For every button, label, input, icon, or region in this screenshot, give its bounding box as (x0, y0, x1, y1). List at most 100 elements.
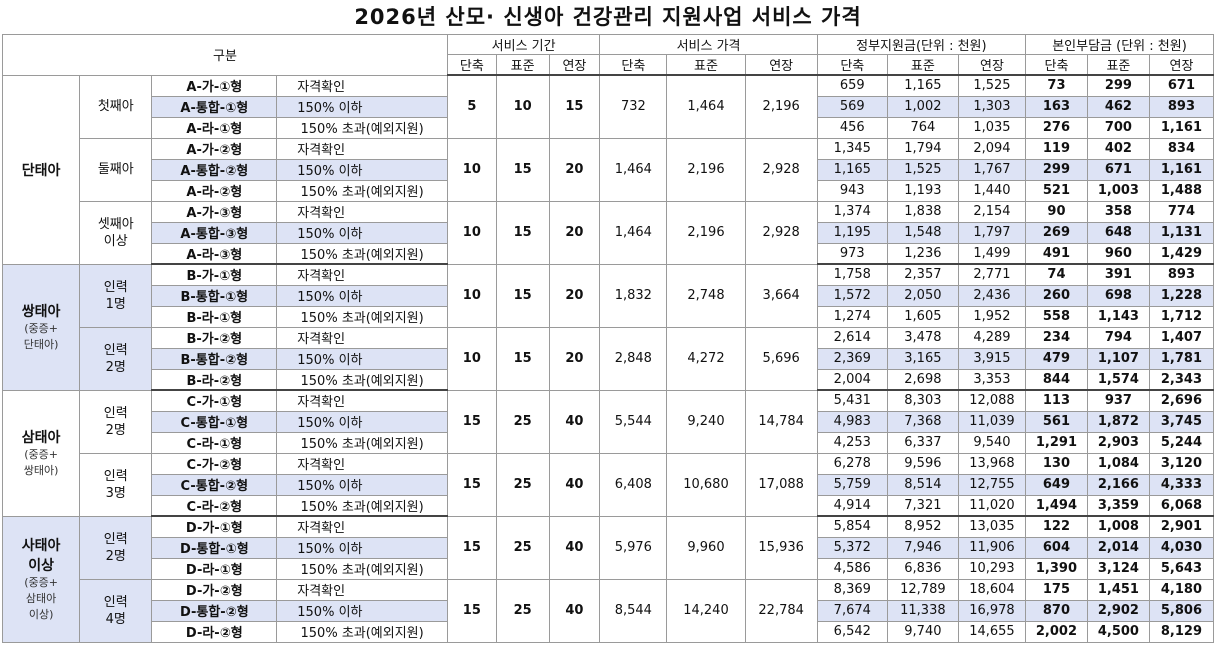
self-extended: 3,745 (1148, 410, 1215, 433)
period-short: 10 (446, 137, 497, 202)
block-label: 인력 2명 (79, 326, 153, 391)
criteria: 150% 이하 (276, 347, 448, 370)
price-standard: 4,272 (666, 326, 746, 391)
gov-short: 6,542 (816, 620, 888, 643)
gov-extended: 1,797 (957, 221, 1026, 244)
self-short: 74 (1024, 263, 1088, 286)
self-extended: 3,120 (1148, 452, 1215, 475)
self-extended: 4,030 (1148, 536, 1215, 559)
subheader-gov-standard: 표준 (886, 54, 959, 76)
gov-extended: 13,968 (957, 452, 1026, 475)
price-short: 6,408 (599, 452, 668, 517)
criteria: 150% 이하 (276, 95, 448, 118)
gov-extended: 12,088 (957, 389, 1026, 412)
group-subname: (중증+ 삼태아 이상) (24, 576, 58, 621)
self-short: 844 (1024, 368, 1088, 391)
self-standard: 698 (1086, 284, 1150, 307)
criteria: 자격확인 (276, 263, 448, 286)
subheader-self-short: 단축 (1024, 54, 1088, 76)
gov-extended: 1,525 (957, 74, 1026, 97)
self-extended: 1,407 (1148, 326, 1215, 349)
period-standard: 25 (495, 515, 550, 580)
gov-short: 6,278 (816, 452, 888, 475)
table-row: C-통합-②형 150% 이하 5,759 8,514 12,755 649 2,166 4,… (3, 473, 1215, 496)
self-extended: 1,429 (1148, 242, 1215, 265)
period-short: 10 (446, 263, 497, 328)
criteria: 150% 이하 (276, 158, 448, 181)
self-standard: 671 (1086, 158, 1150, 181)
block-label: 인력 1명 (79, 263, 153, 328)
gov-standard: 8,952 (886, 515, 959, 538)
table-row: 셋째아 이상 A-가-③형 자격확인 10 15 20 1,464 2,196 2,928 1,3… (3, 200, 1215, 265)
period-short: 5 (446, 74, 497, 139)
price-short: 1,464 (599, 200, 668, 265)
gov-standard: 12,789 (886, 578, 959, 601)
criteria: 150% 초과(예외지원) (276, 116, 448, 139)
gov-extended: 16,978 (957, 599, 1026, 622)
type-code: B-통합-①형 (151, 284, 278, 307)
price-short: 2,848 (599, 326, 668, 391)
gov-standard: 1,548 (886, 221, 959, 244)
self-short: 130 (1024, 452, 1088, 475)
gov-standard: 1,002 (886, 95, 959, 118)
period-short: 15 (446, 515, 497, 580)
gov-extended: 9,540 (957, 431, 1026, 454)
period-standard: 10 (495, 74, 550, 139)
self-short: 649 (1024, 473, 1088, 496)
self-short: 269 (1024, 221, 1088, 244)
self-extended: 1,131 (1148, 221, 1215, 244)
criteria: 자격확인 (276, 200, 448, 223)
gov-short: 1,274 (816, 305, 888, 328)
type-code: C-라-②형 (151, 494, 278, 517)
self-standard: 299 (1086, 74, 1150, 97)
table-row: 단태아 첫째아 A-가-①형 자격확인 5 10 15 732 1,464 2,196 659 1,1… (1, 74, 1215, 265)
gov-standard: 1,165 (886, 74, 959, 97)
gov-standard: 3,478 (886, 326, 959, 349)
gov-extended: 11,020 (957, 494, 1026, 517)
criteria: 자격확인 (276, 515, 448, 538)
type-code: D-라-①형 (151, 557, 278, 580)
gov-standard: 1,838 (886, 200, 959, 223)
gov-short: 659 (816, 74, 888, 97)
price-standard: 2,196 (666, 137, 746, 202)
gov-extended: 2,094 (957, 137, 1026, 160)
price-table: 구분 서비스 기간 서비스 가격 정부지원금(단위 : 천원) 본인부담금 (단… (1, 34, 1215, 643)
price-extended: 14,784 (744, 389, 818, 454)
block-label: 인력 2명 (79, 515, 153, 580)
type-code: A-가-①형 (151, 74, 278, 97)
self-extended: 671 (1148, 74, 1215, 97)
gov-standard: 1,605 (886, 305, 959, 328)
self-standard: 937 (1086, 389, 1150, 412)
criteria: 150% 초과(예외지원) (276, 557, 448, 580)
self-extended: 2,696 (1148, 389, 1215, 412)
table-row: D-라-②형 150% 초과(예외지원) 6,542 9,740 14,655 2,002… (3, 620, 1215, 643)
gov-standard: 11,338 (886, 599, 959, 622)
self-extended: 1,488 (1148, 179, 1215, 202)
header-service-price: 서비스 가격 (599, 34, 818, 55)
block-label: 인력 4명 (79, 578, 153, 643)
self-standard: 402 (1086, 137, 1150, 160)
gov-short: 4,983 (816, 410, 888, 433)
subheader-self-standard: 표준 (1086, 54, 1150, 76)
gov-extended: 10,293 (957, 557, 1026, 580)
self-short: 521 (1024, 179, 1088, 202)
type-code: A-가-②형 (151, 137, 278, 160)
self-short: 1,494 (1024, 494, 1088, 517)
self-short: 122 (1024, 515, 1088, 538)
table-row: 인력 3명 C-가-②형 자격확인 15 25 40 6,408 10,680 17,088 6,… (3, 452, 1215, 517)
criteria: 자격확인 (276, 389, 448, 412)
group-label: 쌍태아 (중증+ 단태아) (1, 263, 81, 391)
type-code: D-통합-①형 (151, 536, 278, 559)
self-standard: 1,143 (1086, 305, 1150, 328)
criteria: 자격확인 (276, 578, 448, 601)
price-short: 5,544 (599, 389, 668, 454)
self-standard: 1,107 (1086, 347, 1150, 370)
gov-standard: 2,698 (886, 368, 959, 391)
self-standard: 391 (1086, 263, 1150, 286)
type-code: A-라-①형 (151, 116, 278, 139)
table-row: A-라-①형 150% 초과(예외지원) 456 764 1,035 276 700 1,16… (3, 116, 1215, 139)
self-standard: 1,003 (1086, 179, 1150, 202)
type-code: A-라-②형 (151, 179, 278, 202)
self-standard: 3,124 (1086, 557, 1150, 580)
gov-extended: 1,303 (957, 95, 1026, 118)
